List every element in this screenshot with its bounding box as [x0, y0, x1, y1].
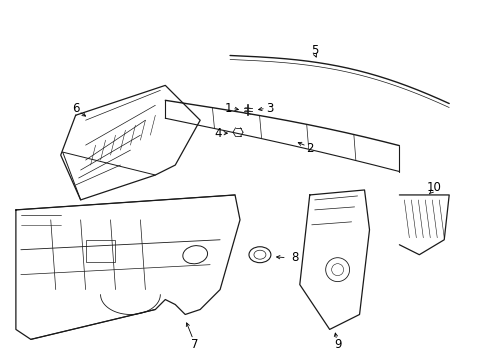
Text: 9: 9 — [333, 338, 341, 351]
Text: 10: 10 — [426, 181, 441, 194]
Text: 1: 1 — [224, 102, 231, 115]
Text: 8: 8 — [290, 251, 298, 264]
Text: 7: 7 — [191, 338, 199, 351]
Text: 3: 3 — [265, 102, 273, 115]
Text: 2: 2 — [305, 141, 313, 155]
Bar — [85, 240, 115, 262]
Text: 4: 4 — [214, 127, 222, 140]
Text: 5: 5 — [310, 44, 318, 57]
Text: 6: 6 — [72, 102, 79, 115]
